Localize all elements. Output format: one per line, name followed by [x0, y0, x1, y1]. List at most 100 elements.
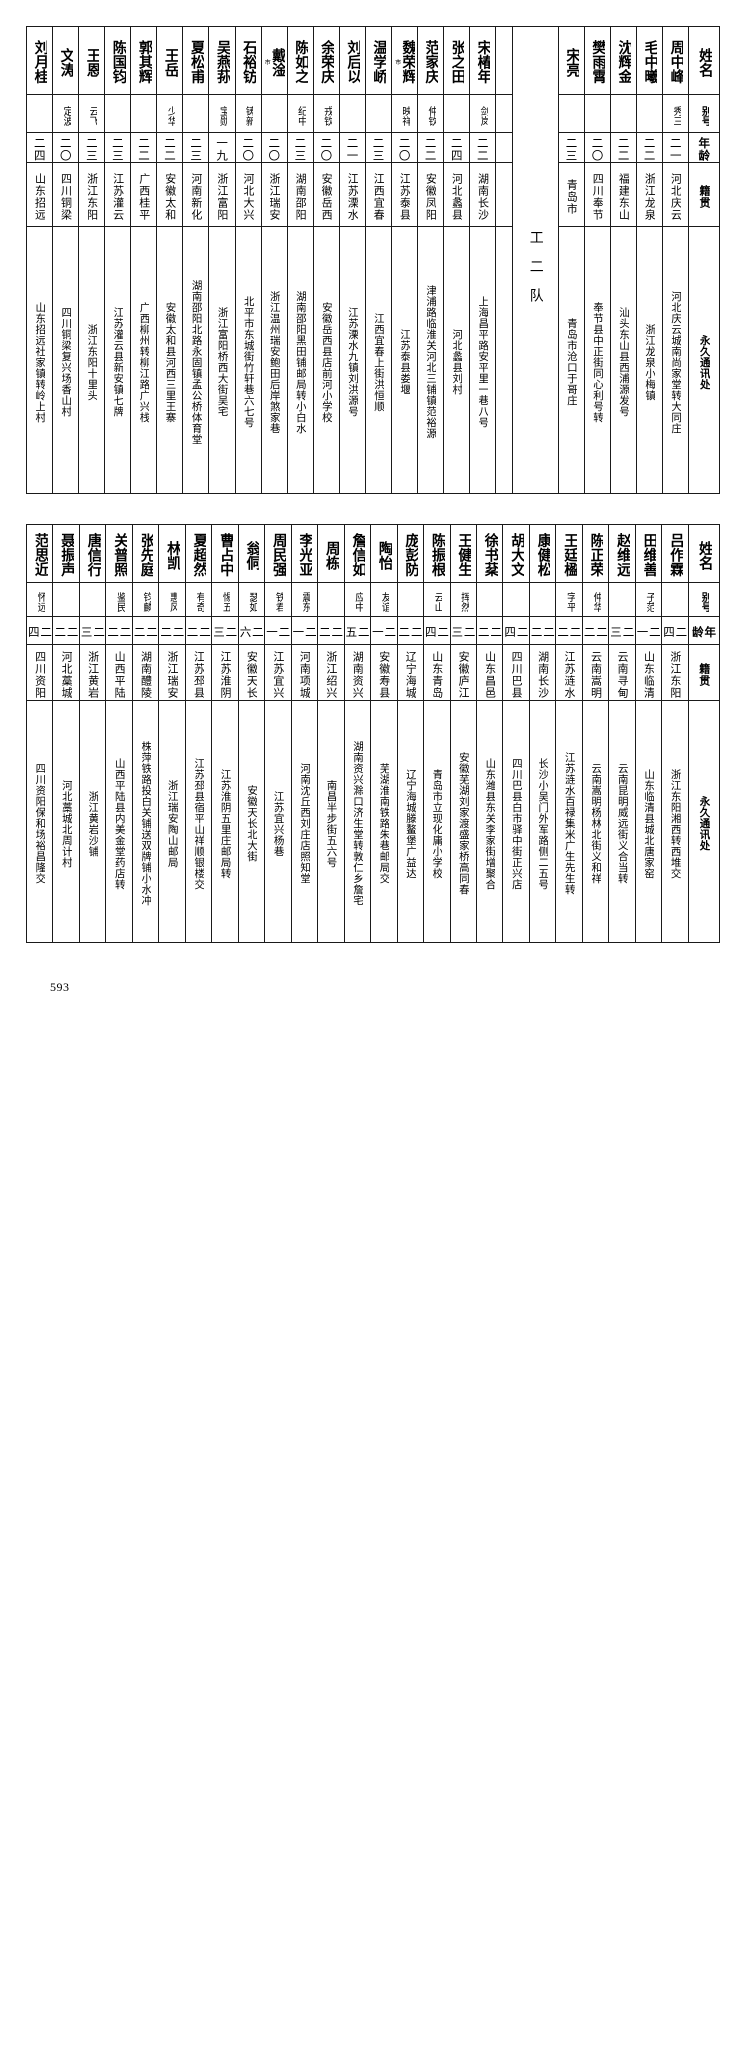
cell-origin: 湖南醴陵 — [131, 644, 160, 701]
cell-name: 詹信如 — [343, 524, 372, 583]
cell-alias — [364, 94, 392, 133]
cell-alias: 子范 — [634, 582, 663, 617]
cell-origin: 安徽寿县 — [370, 644, 398, 701]
cell-origin: 浙江富阳 — [208, 162, 236, 227]
cell-alias: 友谊 — [370, 582, 398, 617]
cell-age: 二二 — [416, 132, 445, 163]
cell-name: 文涛 — [52, 26, 80, 95]
cell-origin: 山东临清 — [634, 644, 663, 701]
cell-age: 二二 — [131, 616, 160, 645]
cell-alias — [609, 94, 637, 133]
cell-age: 二三 — [608, 616, 636, 645]
cell-address: 江苏涟水百禄集米广生先生转 — [555, 700, 583, 943]
cell-address: 河南沈丘西刘庄店照知堂 — [290, 700, 319, 943]
header-cell-alias: 别号 — [688, 94, 720, 133]
cell-age: 二〇 — [234, 132, 262, 163]
spacer-column — [495, 226, 513, 494]
cell-address: 云南嵩明杨林北街义和祥 — [581, 700, 610, 943]
cell-name: 吴燕荪 — [208, 26, 236, 95]
roster-row-origin: 四川资阳 河北藁城 浙江黄岩 山西平陆 湖南醴陵 浙江瑞安 江苏邳县 江苏淮阴 安徽天长 江苏宜兴… — [25, 644, 721, 701]
cell-alias — [635, 94, 663, 133]
header-cell-age: 年龄 — [688, 132, 720, 163]
cell-origin: 江苏邳县 — [184, 644, 213, 701]
cell-origin: 浙江瑞安 — [158, 644, 186, 701]
cell-address: 浙江瑞安陶山邮局 — [158, 700, 186, 943]
cell-alias: 钧麟 — [131, 582, 160, 617]
cell-address: 广西柳州转柳江路广兴栈 — [130, 226, 158, 494]
roster-row-name: 刘月桂 文涛 王恩 陈国钧 郭其辉 王岳 夏松甫 吴燕荪 石裕钫 戴淦市陈如之 余荣庆 刘后以 温学峤魏… — [25, 26, 720, 494]
cell-alias: 仲钦 — [416, 94, 445, 133]
cell-origin: 江苏淮阴 — [211, 644, 239, 701]
cell-address: 四川巴县白市驿中街正兴店 — [502, 700, 530, 943]
cell-origin: 江西宜春 — [364, 162, 392, 227]
cell-alias — [583, 94, 611, 133]
cell-age: 二二 — [158, 616, 186, 645]
cell-age: 二一 — [661, 132, 690, 163]
cell-address: 浙江龙泉小梅镇 — [635, 226, 663, 494]
cell-address: 山西平陆县内美金堂药店转 — [105, 700, 133, 943]
roster-row-address: 山东招远社家镇转岭上村 四川铜梁复兴场香山村 浙江东阳十里头 江苏灌云县新安镇七牌 广西… — [25, 226, 720, 494]
cell-name: 范思近 — [25, 524, 54, 583]
cell-origin: 河北庆云 — [661, 162, 690, 227]
cell-alias: 映祥 — [390, 94, 418, 133]
cell-origin: 湖南长沙 — [469, 162, 497, 227]
cell-origin: 福建东山 — [609, 162, 637, 227]
cell-age: 二二 — [469, 132, 497, 163]
cell-age: 二四 — [25, 132, 54, 163]
cell-age: 二二 — [130, 132, 158, 163]
cell-name: 陈国钧 — [104, 26, 132, 95]
cell-alias: 怀远 — [25, 582, 54, 617]
roster-row-alias: 怀远 鉴民 钧麟 惠风 有奇 惕五 瑟如 铁君 震东 应中 友谊 云山 挥然 字平 仲华 子范 别号 — [25, 582, 721, 617]
cell-name: 曹占中 — [211, 524, 239, 583]
cell-name: 范家庆 — [416, 26, 445, 95]
cell-address: 江苏灌云县新安镇七牌 — [104, 226, 132, 494]
header-cell-origin: 籍贯 — [687, 644, 721, 701]
cell-origin: 四川奉节 — [583, 162, 611, 227]
cell-address: 安徽岳西县店前河小学校 — [312, 226, 340, 494]
cell-age: 二六 — [237, 616, 266, 645]
cell-alias: 震东 — [290, 582, 319, 617]
spacer-column — [495, 94, 513, 133]
cell-address: 四川铜梁复兴场香山村 — [52, 226, 80, 494]
cell-origin: 浙江东阳 — [78, 162, 106, 227]
cell-age: 二一 — [290, 616, 319, 645]
header-cell-age: 年龄 — [687, 616, 721, 645]
cell-origin: 四川资阳 — [25, 644, 54, 701]
cell-origin: 河北大兴 — [234, 162, 262, 227]
roster-table-top: 刘月桂 文涛 王恩 陈国钧 郭其辉 王岳 夏松甫 吴燕荪 石裕钫 戴淦市陈如之 余荣庆 刘后以 温学峤魏… — [25, 26, 720, 494]
cell-origin: 河南新化 — [182, 162, 210, 227]
cell-origin: 河北藁城 — [52, 644, 80, 701]
cell-address: 河北庆云城南尚家堂转大同庄 — [661, 226, 690, 494]
cell-age: 二四 — [423, 616, 451, 645]
cell-origin: 湖南长沙 — [528, 644, 557, 701]
cell-alias: 云山 — [423, 582, 451, 617]
cell-alias: 宝勋 — [208, 94, 236, 133]
cell-name: 唐信行 — [78, 524, 107, 583]
cell-age: 二一 — [370, 616, 398, 645]
roster-row-origin: 山东招远 四川铜梁 浙江东阳 江苏灌云 广西桂平 安徽太和 河南新化 浙江富阳 河北大兴 浙江瑞安… — [25, 162, 720, 227]
cell-name: 徐书棻 — [475, 524, 504, 583]
cell-origin: 江苏灌云 — [104, 162, 132, 227]
cell-origin: 安徽天长 — [237, 644, 266, 701]
cell-name: 魏荣辉市 — [390, 26, 418, 95]
cell-name: 樊雨霄 — [583, 26, 611, 95]
cell-age: 二〇 — [583, 132, 611, 163]
cell-age: 二三 — [211, 616, 239, 645]
cell-name: 陶怡 — [370, 524, 398, 583]
cell-alias: 定波 — [52, 94, 80, 133]
cell-name: 林凯 — [158, 524, 186, 583]
cell-origin: 湖南邵阳 — [286, 162, 314, 227]
cell-name: 石裕钫 — [234, 26, 262, 95]
cell-age: 二四 — [502, 616, 530, 645]
cell-address: 河北藁城北周计村 — [52, 700, 80, 943]
cell-alias: 有奇 — [184, 582, 213, 617]
cell-name: 余荣庆 — [312, 26, 340, 95]
cell-name: 张先庭 — [131, 524, 160, 583]
cell-origin: 湖南资兴 — [343, 644, 372, 701]
cell-alias: 剑岚 — [469, 94, 497, 133]
cell-address: 汕头东山县西浦源发号 — [609, 226, 637, 494]
cell-alias — [182, 94, 210, 133]
cell-alias: 铸新 — [234, 94, 262, 133]
header-cell-address: 永久通讯处 — [687, 700, 721, 943]
cell-origin: 云南嵩明 — [581, 644, 610, 701]
